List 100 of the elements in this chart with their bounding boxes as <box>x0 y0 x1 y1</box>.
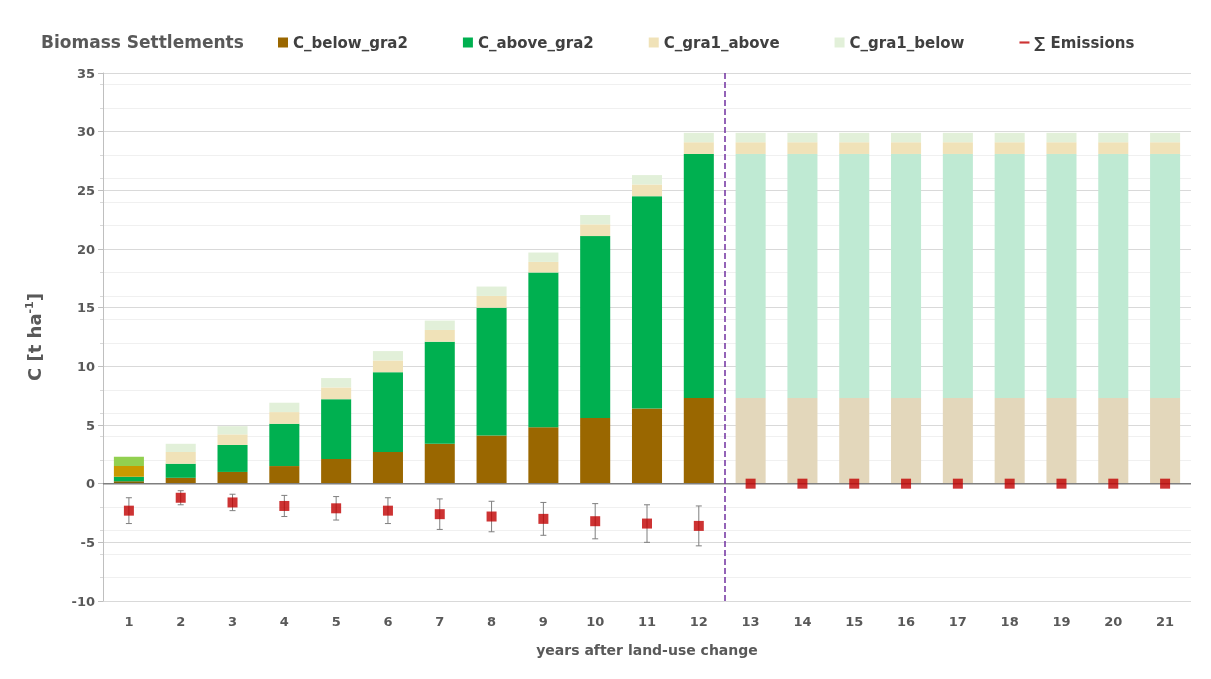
bar <box>683 153 714 399</box>
point <box>331 503 342 514</box>
x-tick-label: 20 <box>1104 614 1123 629</box>
point <box>797 478 808 489</box>
bar <box>113 456 144 467</box>
bar <box>476 307 507 436</box>
bar <box>891 142 922 154</box>
point <box>175 492 186 503</box>
bar <box>1150 142 1181 154</box>
y-tick-label: 30 <box>76 124 95 140</box>
x-tick-label: 4 <box>279 614 289 629</box>
point <box>849 478 860 489</box>
x-tick-label: 13 <box>741 614 760 629</box>
legend-label: C_gra1_below <box>849 33 965 52</box>
point <box>745 478 756 489</box>
bar <box>476 295 507 308</box>
x-tick-label: 6 <box>383 614 393 629</box>
bar <box>269 466 300 484</box>
bar <box>580 224 611 237</box>
bar <box>321 399 352 460</box>
bar <box>269 402 300 413</box>
y-tick-label: 20 <box>76 241 95 257</box>
bar <box>424 443 455 484</box>
point <box>642 518 652 529</box>
bar <box>424 341 455 444</box>
bar <box>942 142 973 154</box>
bar <box>1150 398 1181 484</box>
bar <box>891 398 922 484</box>
bar <box>1046 398 1077 484</box>
bar <box>994 132 1025 143</box>
bar <box>942 398 973 484</box>
bar <box>839 132 870 143</box>
bar <box>321 459 352 484</box>
x-tick-label: 21 <box>1156 614 1175 629</box>
y-tick-label: 25 <box>76 182 95 198</box>
bar <box>839 142 870 154</box>
bar <box>683 132 714 143</box>
bar <box>217 426 248 435</box>
bar <box>1150 153 1181 399</box>
bar <box>528 272 559 428</box>
bar <box>1046 132 1077 143</box>
bar <box>891 153 922 399</box>
x-tick-label: 10 <box>586 614 605 629</box>
bar <box>735 132 766 143</box>
x-tick-label: 12 <box>689 614 708 629</box>
bar <box>528 427 559 484</box>
x-tick-label: 1 <box>124 614 134 629</box>
bar <box>735 398 766 484</box>
x-tick-label: 18 <box>1000 614 1019 629</box>
y-axis-title: C [t ha-1] <box>23 293 45 381</box>
bar <box>735 153 766 399</box>
bar <box>165 451 196 464</box>
bar <box>269 423 300 467</box>
bar <box>580 214 611 225</box>
bar <box>372 360 403 373</box>
bar <box>1046 142 1077 154</box>
x-tick-label: 2 <box>176 614 186 629</box>
point <box>952 478 963 489</box>
x-tick-label: 9 <box>538 614 548 629</box>
bar <box>942 132 973 143</box>
bar <box>217 471 248 484</box>
bar <box>372 351 403 361</box>
point <box>382 505 393 516</box>
point <box>901 478 912 489</box>
point <box>538 513 549 524</box>
x-tick-label: 15 <box>845 614 864 629</box>
bar <box>787 153 818 399</box>
bar <box>631 196 663 409</box>
x-tick-label: 14 <box>793 614 812 629</box>
bar <box>994 398 1025 484</box>
point <box>590 516 601 527</box>
y-tick-label: 0 <box>85 476 95 492</box>
x-tick-label: 3 <box>228 614 238 629</box>
point <box>486 511 497 522</box>
y-tick-label: 5 <box>85 417 95 433</box>
bar <box>1098 398 1129 484</box>
bar <box>631 175 663 185</box>
x-tick-label: 17 <box>948 614 967 629</box>
x-tick-label: 8 <box>487 614 497 629</box>
bar <box>1098 142 1129 154</box>
bar <box>942 153 973 399</box>
bar <box>580 417 611 484</box>
bar <box>1098 153 1129 399</box>
point <box>123 505 134 516</box>
bar <box>735 142 766 154</box>
y-tick-label: -10 <box>71 593 95 609</box>
legend-label: C_above_gra2 <box>477 33 594 52</box>
bar <box>424 329 455 342</box>
bar <box>476 286 507 296</box>
bar <box>528 252 559 262</box>
bar <box>476 435 507 484</box>
bar <box>1046 153 1077 399</box>
bar <box>1150 132 1181 143</box>
point <box>1160 478 1171 489</box>
bar <box>787 132 818 143</box>
bar <box>528 261 559 273</box>
point <box>279 500 290 511</box>
bar <box>631 408 663 484</box>
bar <box>113 466 144 477</box>
bar <box>994 142 1025 154</box>
